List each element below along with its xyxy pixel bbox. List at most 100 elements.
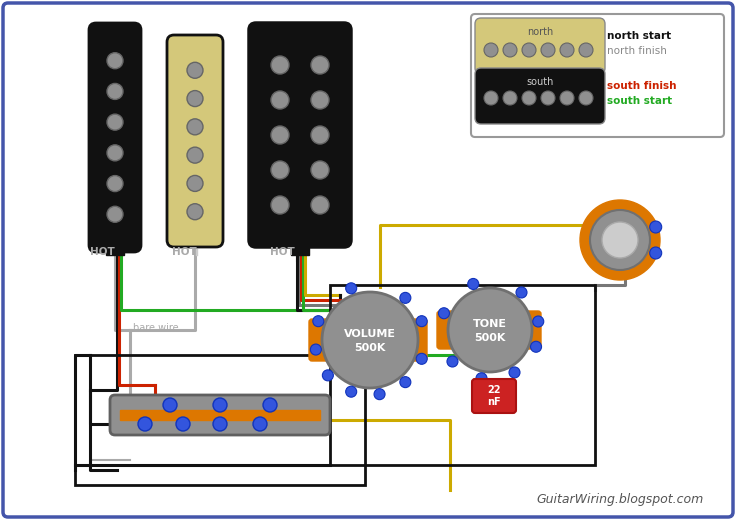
Text: north start: north start: [607, 31, 671, 41]
Circle shape: [271, 91, 289, 109]
Bar: [120, 410, 320, 420]
Circle shape: [311, 56, 329, 74]
Circle shape: [522, 43, 536, 57]
Circle shape: [650, 247, 662, 259]
Circle shape: [416, 353, 427, 365]
Circle shape: [271, 196, 289, 214]
Text: south finish: south finish: [607, 81, 676, 91]
Circle shape: [484, 43, 498, 57]
FancyBboxPatch shape: [401, 319, 427, 361]
Circle shape: [253, 417, 267, 431]
Circle shape: [579, 91, 593, 105]
Bar: [75, 355, 365, 485]
Text: HOT: HOT: [270, 247, 294, 257]
Circle shape: [163, 398, 177, 412]
Text: south start: south start: [607, 96, 672, 106]
Circle shape: [311, 91, 329, 109]
Circle shape: [541, 43, 555, 57]
Circle shape: [311, 126, 329, 144]
Circle shape: [509, 367, 520, 378]
Circle shape: [176, 417, 190, 431]
Text: GuitarWiring.blogspot.com: GuitarWiring.blogspot.com: [537, 493, 704, 506]
Circle shape: [107, 145, 123, 161]
Circle shape: [579, 43, 593, 57]
FancyBboxPatch shape: [472, 379, 516, 413]
Circle shape: [107, 83, 123, 99]
Circle shape: [447, 356, 458, 367]
Circle shape: [187, 147, 203, 163]
Circle shape: [503, 91, 517, 105]
FancyBboxPatch shape: [517, 311, 541, 349]
Text: 500K: 500K: [474, 333, 506, 343]
Circle shape: [271, 161, 289, 179]
Circle shape: [484, 91, 498, 105]
Circle shape: [580, 200, 660, 280]
Bar: [330, 285, 595, 465]
Circle shape: [107, 176, 123, 191]
Circle shape: [187, 175, 203, 191]
Circle shape: [187, 204, 203, 220]
Circle shape: [346, 283, 357, 294]
Circle shape: [263, 398, 277, 412]
Text: north finish: north finish: [607, 46, 667, 56]
Circle shape: [560, 43, 574, 57]
Circle shape: [311, 196, 329, 214]
FancyBboxPatch shape: [475, 18, 605, 74]
Text: VOLUME: VOLUME: [344, 329, 396, 339]
Circle shape: [522, 91, 536, 105]
FancyBboxPatch shape: [437, 311, 461, 349]
Text: HOT: HOT: [172, 247, 197, 257]
Circle shape: [271, 56, 289, 74]
Circle shape: [311, 344, 322, 355]
Circle shape: [541, 91, 555, 105]
Circle shape: [107, 53, 123, 69]
Text: 500K: 500K: [354, 343, 386, 353]
FancyBboxPatch shape: [475, 68, 605, 124]
FancyBboxPatch shape: [3, 3, 733, 517]
Circle shape: [468, 278, 478, 290]
Text: HOT: HOT: [90, 247, 115, 257]
Circle shape: [439, 308, 450, 319]
Circle shape: [313, 316, 324, 327]
Text: bare wire: bare wire: [133, 323, 179, 333]
Circle shape: [590, 210, 650, 270]
Circle shape: [531, 341, 542, 352]
Circle shape: [503, 43, 517, 57]
Circle shape: [560, 91, 574, 105]
Circle shape: [448, 288, 532, 372]
Text: north: north: [527, 27, 553, 37]
Circle shape: [346, 386, 357, 397]
Circle shape: [400, 376, 411, 387]
Circle shape: [138, 417, 152, 431]
Circle shape: [187, 62, 203, 79]
Circle shape: [322, 370, 333, 381]
Circle shape: [213, 398, 227, 412]
Circle shape: [322, 292, 418, 388]
Bar: [291, 243, 309, 255]
Circle shape: [416, 316, 427, 327]
Circle shape: [476, 373, 487, 384]
Circle shape: [271, 126, 289, 144]
FancyBboxPatch shape: [309, 319, 335, 361]
Text: south: south: [526, 77, 553, 87]
Circle shape: [516, 287, 527, 298]
Text: TONE: TONE: [473, 319, 507, 329]
Circle shape: [374, 388, 385, 400]
Circle shape: [533, 316, 544, 327]
Circle shape: [107, 114, 123, 130]
Circle shape: [213, 417, 227, 431]
Bar: [106, 243, 124, 255]
FancyBboxPatch shape: [471, 14, 724, 137]
FancyBboxPatch shape: [89, 23, 141, 252]
Circle shape: [107, 206, 123, 222]
Circle shape: [187, 119, 203, 135]
Text: 22
nF: 22 nF: [487, 385, 500, 407]
FancyBboxPatch shape: [110, 395, 330, 435]
Circle shape: [400, 292, 411, 303]
Circle shape: [650, 221, 662, 233]
FancyBboxPatch shape: [249, 23, 351, 247]
FancyBboxPatch shape: [167, 35, 223, 247]
Circle shape: [311, 161, 329, 179]
Circle shape: [602, 222, 638, 258]
Circle shape: [187, 90, 203, 107]
